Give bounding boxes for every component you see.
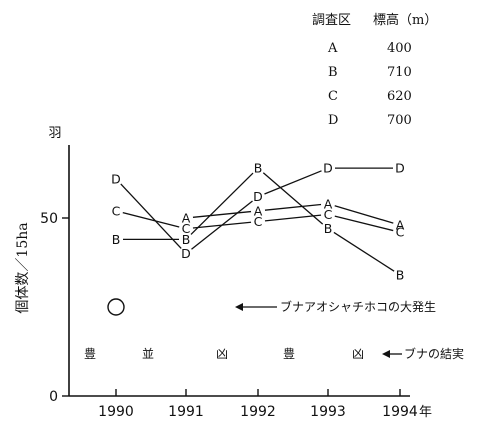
fruiting-mark: 凶: [216, 347, 228, 361]
series-b-point: B: [254, 161, 263, 176]
series-a-segment: [192, 210, 252, 218]
fruiting-mark: 豊: [84, 347, 96, 361]
legend-header-elevation: 標高（m）: [373, 12, 437, 28]
fruiting-mark: 凶: [352, 347, 364, 361]
y-axis-title: 個体数／15ha: [15, 222, 31, 313]
series-b-segment: [190, 172, 254, 235]
series-b-point: B: [182, 232, 191, 247]
series-c-point: C: [324, 207, 333, 222]
series-a-point: A: [396, 218, 405, 233]
legend-elev-b: 710: [387, 65, 412, 80]
x-tick-label: 1993: [310, 404, 346, 420]
series-c-point: C: [112, 203, 121, 218]
series-c-point: C: [396, 225, 405, 240]
series-d-point: D: [323, 161, 333, 176]
outbreak-annotation: ブナアオシャチホコの大発生: [107, 298, 436, 316]
legend-site-c: C: [328, 89, 338, 104]
series-c-segment: [334, 215, 394, 232]
series-d-point: D: [111, 171, 121, 186]
outbreak-arrow-head: [235, 303, 243, 311]
legend-elev-a: 400: [387, 41, 412, 56]
series-a-segment: [264, 203, 322, 211]
legend-elev-c: 620: [387, 89, 412, 104]
series-a-point: A: [254, 203, 263, 218]
fruiting-arrow-head: [382, 350, 390, 358]
series-d-segment: [264, 170, 322, 195]
series-d-point: D: [253, 189, 263, 204]
series-d-point: D: [181, 246, 191, 261]
legend-site-d: D: [328, 113, 338, 128]
legend-site-a: A: [327, 41, 338, 56]
fruiting-mark: 並: [142, 347, 154, 361]
series-a-point: A: [182, 211, 191, 226]
series-b-point: B: [324, 221, 333, 236]
x-ticks: 1990 1991 1992 1993 1994 年: [98, 389, 432, 420]
fruiting-row: ブナの結実 豊 並 凶 豊 凶: [84, 346, 464, 361]
series-c-segment: [264, 214, 322, 222]
series-c-segment: [122, 211, 180, 228]
series-b-point: B: [112, 232, 121, 247]
legend-elev-d: 700: [387, 113, 412, 128]
series-d-segment: [191, 200, 253, 250]
legend-site-b: B: [328, 65, 338, 80]
x-tick-label: 1991: [168, 404, 204, 420]
axes: 50 0 羽 個体数／15ha: [15, 126, 410, 405]
legend-header-site: 調査区: [312, 13, 351, 28]
x-unit-label: 年: [419, 405, 432, 420]
x-tick-label: 1992: [240, 404, 276, 420]
fruiting-label: ブナの結実: [404, 346, 464, 361]
series-a-point: A: [324, 196, 333, 211]
y-tick-label-50: 50: [40, 211, 58, 227]
outbreak-circle-marker: [107, 298, 125, 316]
x-tick-label: 1994: [382, 404, 418, 420]
x-tick-label: 1990: [98, 404, 134, 420]
fruiting-mark: 豊: [283, 347, 295, 361]
outbreak-label: ブナアオシャチホコの大発生: [280, 299, 436, 314]
series-c-point: C: [254, 214, 263, 229]
series-b-point: B: [396, 267, 405, 282]
series-a-segment: [334, 205, 394, 224]
series-d-segment: [120, 183, 182, 249]
y-tick-label-0: 0: [49, 389, 58, 405]
legend-table: 調査区 標高（m） A 400 B 710 C 620 D 700: [312, 12, 437, 128]
series-b-segment: [333, 231, 395, 272]
y-unit-label: 羽: [48, 126, 61, 141]
series-c-point: C: [182, 221, 191, 236]
series-d-point: D: [395, 161, 405, 176]
